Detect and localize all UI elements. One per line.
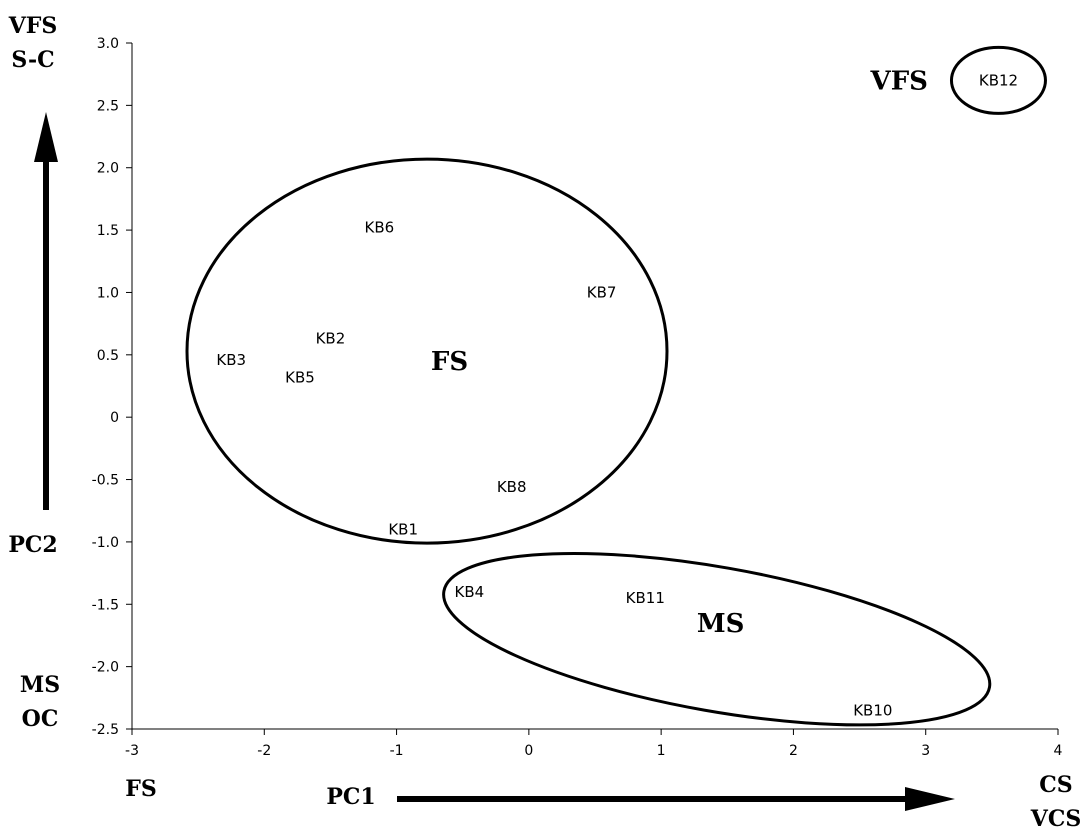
point-label-kb3: KB3 — [216, 351, 246, 369]
x-tick-label: 0 — [524, 743, 533, 759]
clusters: FS MS VFS — [185, 45, 1047, 727]
y-top-label-2: S-C — [11, 47, 54, 73]
point-label-kb10: KB10 — [853, 701, 892, 719]
point-label-kb6: KB6 — [365, 219, 395, 237]
x-right-label-1: CS — [1039, 772, 1072, 798]
x-tick-label: 4 — [1054, 743, 1063, 759]
y-top-label-1: VFS — [8, 13, 58, 39]
x-right-label-2: VCS — [1030, 806, 1081, 832]
point-label-kb4: KB4 — [454, 583, 484, 601]
cluster-label-fs: FS — [431, 347, 468, 377]
x-left-label: FS — [125, 776, 157, 802]
cluster-label-vfs: VFS — [870, 66, 928, 96]
y-tick-label: 0 — [110, 410, 119, 426]
x-tick-label: 1 — [657, 743, 666, 759]
x-tick-label: -1 — [390, 743, 404, 759]
x-axis-arrow — [397, 787, 955, 811]
x-tick-label: 2 — [789, 743, 798, 759]
y-axis-arrow — [34, 112, 58, 510]
x-axis-name: PC1 — [326, 784, 375, 810]
x-tick-label: -2 — [257, 743, 271, 759]
cluster-ellipse-ms — [442, 552, 992, 727]
point-label-kb11: KB11 — [626, 589, 665, 607]
point-label-kb7: KB7 — [587, 283, 617, 301]
y-tick-label: -1.5 — [92, 597, 119, 613]
y-tick-label: 2.5 — [97, 98, 119, 114]
y-tick-label: -2.5 — [92, 722, 119, 738]
points: KB1 KB2 KB3 KB4 KB5 KB6 KB7 KB8 KB10 KB11 KB12 — [216, 71, 1018, 719]
y-tick-label: -1.0 — [92, 535, 119, 551]
y-bottom-label-1: MS — [20, 672, 60, 698]
point-label-kb8: KB8 — [497, 478, 527, 496]
point-label-kb1: KB1 — [388, 520, 418, 538]
y-axis-name: PC2 — [8, 532, 57, 558]
y-tick-label: -0.5 — [92, 473, 119, 489]
point-label-kb2: KB2 — [316, 330, 346, 348]
axes — [131, 43, 1058, 730]
y-tick-label: 3.0 — [97, 36, 119, 52]
cluster-ellipse-fs — [185, 157, 669, 545]
y-tick-label: 0.5 — [97, 348, 119, 364]
cluster-ellipse-vfs — [949, 45, 1047, 115]
y-tick-label: 1.0 — [97, 285, 119, 301]
y-tick-label: -2.0 — [92, 660, 119, 676]
x-tick-label: -3 — [125, 743, 139, 759]
y-tick-label: 2.0 — [97, 161, 119, 177]
point-label-kb5: KB5 — [285, 368, 315, 386]
x-tick-label: 3 — [921, 743, 930, 759]
y-tick-label: 1.5 — [97, 223, 119, 239]
point-label-kb12: KB12 — [979, 71, 1018, 89]
y-bottom-label-2: OC — [22, 706, 59, 732]
ticks: -3 -2 -1 0 1 2 3 4 -2.5 -2.0 -1.5 -1.0 -0.5 0 0.5 1.0 1.… — [92, 36, 1063, 759]
cluster-label-ms: MS — [697, 609, 745, 639]
